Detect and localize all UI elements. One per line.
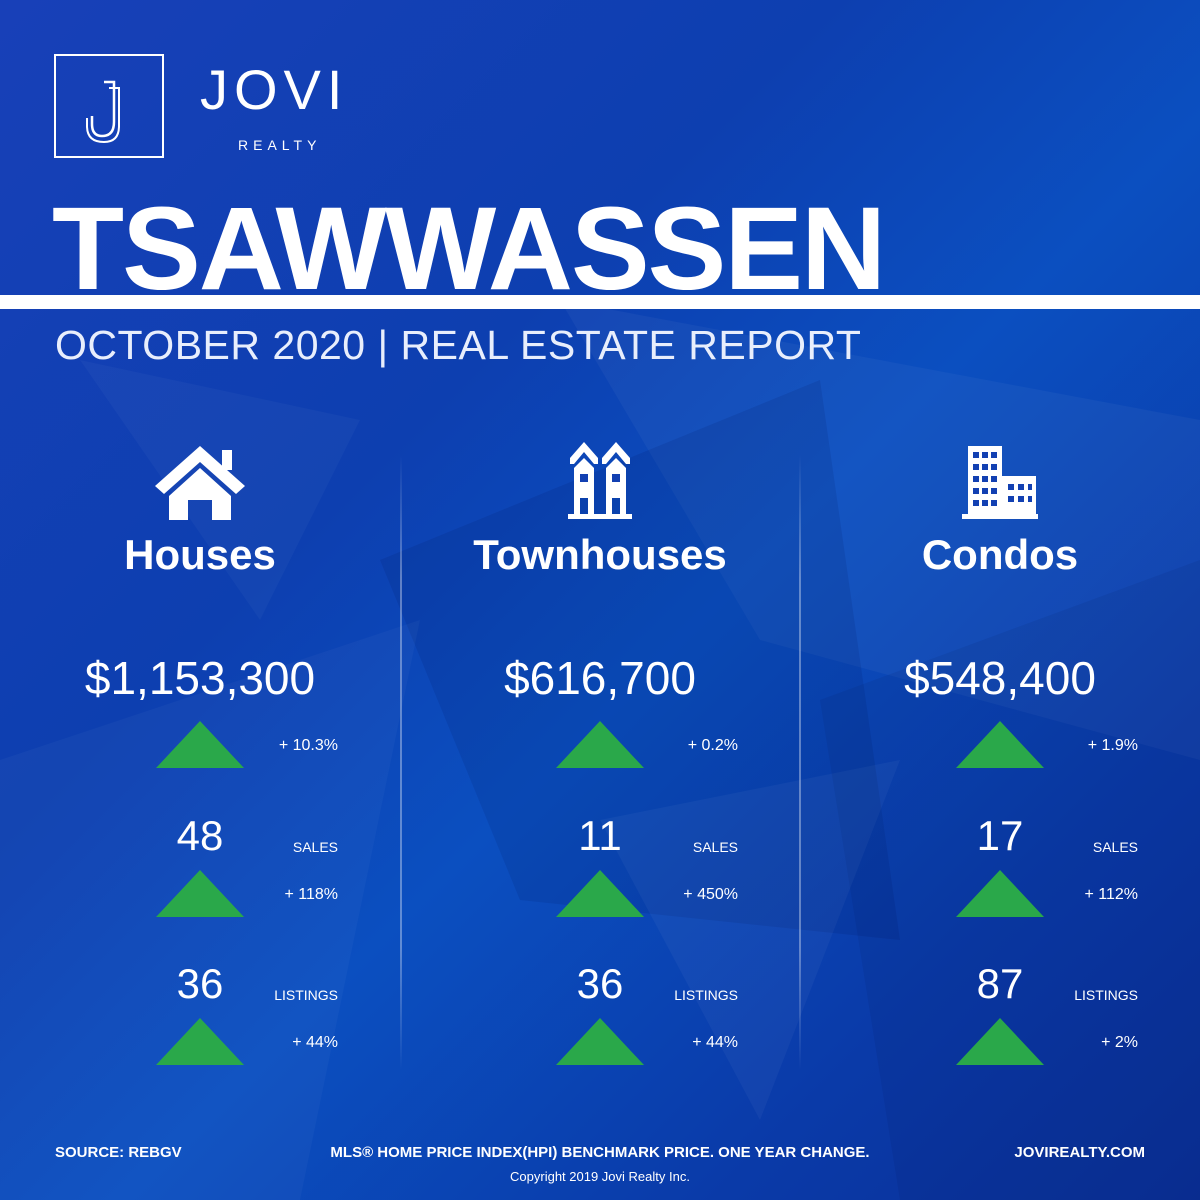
copyright: Copyright 2019 Jovi Realty Inc. xyxy=(510,1169,690,1184)
listings-change: + 44% xyxy=(292,1034,338,1051)
up-arrow-icon xyxy=(556,721,644,768)
house-icon xyxy=(155,446,245,520)
townhouses-column: Townhouses $616,700 + 0.2% 11 SALES + 45… xyxy=(400,430,800,1070)
sales-change: + 118% xyxy=(284,886,338,903)
brand-subtitle: REALTY xyxy=(238,137,322,153)
condo-building-icon xyxy=(962,446,1038,519)
up-arrow-icon xyxy=(156,721,244,768)
brand-name: JOVI xyxy=(200,58,349,121)
listings-label: LISTINGS xyxy=(274,987,338,1003)
column-title: Townhouses xyxy=(473,531,727,578)
houses-column: Houses $1,153,300 + 10.3% 48 SALES + 118… xyxy=(0,430,400,1070)
footer-website-link[interactable]: JOVIREALTY.COM xyxy=(1014,1144,1145,1161)
column-divider xyxy=(799,455,801,1070)
listings-count: 36 xyxy=(176,960,224,1007)
sales-count: 17 xyxy=(976,812,1024,859)
benchmark-price: $616,700 xyxy=(504,652,696,704)
logo-mark xyxy=(54,54,164,158)
sales-change: + 112% xyxy=(1084,886,1138,903)
condos-column: Condos $548,400 + 1.9% 17 SALES + 112% 8… xyxy=(800,430,1200,1070)
listings-change: + 2% xyxy=(1101,1034,1138,1051)
column-divider xyxy=(400,455,402,1070)
city-title: TSAWWASSEN xyxy=(52,183,886,315)
column-title: Condos xyxy=(921,531,1079,578)
up-arrow-icon xyxy=(556,870,644,917)
up-arrow-icon xyxy=(156,870,244,917)
up-arrow-icon xyxy=(956,870,1044,917)
listings-label: LISTINGS xyxy=(1074,987,1138,1003)
price-change: + 1.9% xyxy=(1087,737,1138,754)
title-underline xyxy=(0,295,1200,309)
up-arrow-icon xyxy=(956,721,1044,768)
up-arrow-icon xyxy=(156,1018,244,1065)
column-title: Houses xyxy=(124,531,276,578)
sales-label: SALES xyxy=(292,839,338,855)
footer-note: MLS® HOME PRICE INDEX(HPI) BENCHMARK PRI… xyxy=(330,1144,870,1161)
sales-count: 48 xyxy=(176,812,224,859)
benchmark-price: $548,400 xyxy=(904,652,1096,704)
sales-label: SALES xyxy=(692,839,738,855)
sales-change: + 450% xyxy=(683,886,738,903)
listings-count: 36 xyxy=(576,960,624,1007)
j-monogram-icon xyxy=(86,80,120,144)
listings-count: 87 xyxy=(976,960,1024,1007)
price-change: + 10.3% xyxy=(278,737,338,754)
benchmark-price: $1,153,300 xyxy=(84,652,316,704)
listings-change: + 44% xyxy=(692,1034,738,1051)
price-change: + 0.2% xyxy=(687,737,738,754)
report-subtitle: OCTOBER 2020 | REAL ESTATE REPORT xyxy=(55,322,862,368)
sales-label: SALES xyxy=(1092,839,1138,855)
footer-source: SOURCE: REBGV xyxy=(55,1144,182,1161)
listings-label: LISTINGS xyxy=(674,987,738,1003)
up-arrow-icon xyxy=(556,1018,644,1065)
up-arrow-icon xyxy=(956,1018,1044,1065)
sales-count: 11 xyxy=(578,812,622,859)
townhouse-icon xyxy=(568,442,632,519)
